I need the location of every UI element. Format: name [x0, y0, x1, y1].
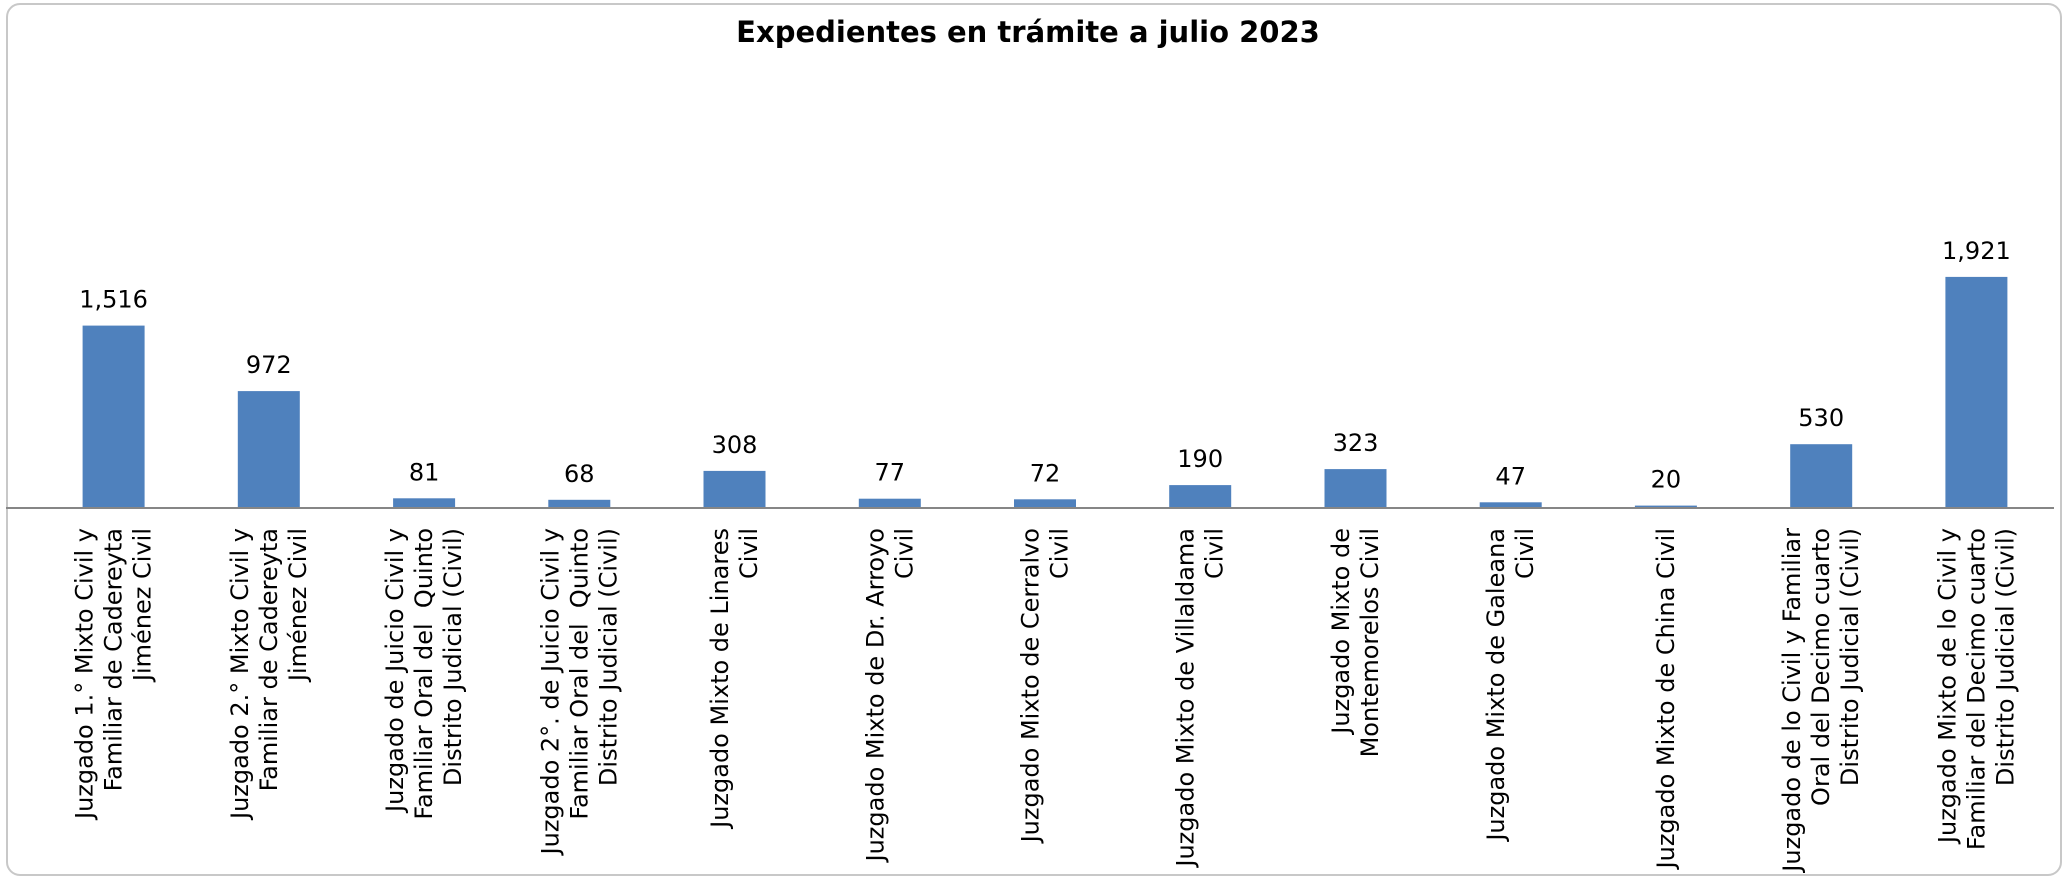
- category-label: Juzgado de Juicio Civil yFamiliar Oral d…: [381, 528, 467, 820]
- category-labels-group: Juzgado 1.° Mixto Civil yFamiliar de Cad…: [71, 528, 2020, 874]
- category-label: Juzgado Mixto de lo Civil yFamiliar del …: [1933, 528, 2019, 850]
- bar: [1324, 469, 1387, 508]
- data-label: 308: [712, 431, 758, 459]
- category-label: Juzgado 2.° Mixto Civil yFamiliar de Cad…: [226, 528, 312, 821]
- data-label: 68: [564, 460, 595, 488]
- data-label: 530: [1798, 404, 1844, 432]
- data-labels-group: 1,516 972 81 68 308 77 72 190 323 47 20 530 1,921: [79, 237, 2011, 494]
- data-label: 77: [875, 459, 906, 487]
- category-label: Juzgado Mixto de CerralvoCivil: [1017, 528, 1074, 844]
- bar: [82, 325, 145, 508]
- data-label: 81: [409, 458, 440, 486]
- chart-title: Expedientes en trámite a julio 2023: [736, 15, 1320, 49]
- data-label: 323: [1333, 429, 1379, 457]
- data-label: 20: [1651, 466, 1682, 494]
- category-label: Juzgado Mixto deMontemorelos Civil: [1327, 528, 1384, 757]
- bar: [1945, 276, 2008, 508]
- bar: [858, 498, 921, 508]
- category-label: Juzgado Mixto de VillaldamaCivil: [1172, 528, 1229, 869]
- category-label: Juzgado Mixto de China Civil: [1652, 528, 1680, 870]
- data-label: 47: [1495, 462, 1526, 490]
- bar: [548, 499, 611, 508]
- category-label: Juzgado Mixto de Dr. ArroyoCivil: [861, 528, 918, 863]
- category-label: Juzgado 1.° Mixto Civil yFamiliar de Cad…: [71, 528, 157, 821]
- bar: [1479, 502, 1542, 508]
- bar: [1014, 499, 1076, 508]
- category-label: Juzgado Mixto de LinaresCivil: [706, 528, 763, 830]
- bar: [703, 470, 766, 508]
- bars-group: [82, 276, 2008, 508]
- data-label: 1,921: [1942, 237, 2011, 265]
- data-label: 972: [246, 351, 292, 379]
- data-label: 72: [1030, 459, 1061, 487]
- category-label: Juzgado Mixto de GaleanaCivil: [1482, 528, 1539, 843]
- bar: [1634, 505, 1697, 508]
- category-label: Juzgado 2°. de Juicio Civil yFamiliar Or…: [536, 528, 622, 856]
- category-label: Juzgado de lo Civil y FamiliarOral del D…: [1778, 528, 1864, 874]
- chart-frame: [6, 3, 2062, 876]
- data-label: 1,516: [79, 286, 148, 314]
- bar: [237, 391, 300, 508]
- bar: [1790, 444, 1853, 508]
- data-label: 190: [1177, 445, 1223, 473]
- bar: [393, 498, 456, 508]
- bar: [1169, 485, 1232, 508]
